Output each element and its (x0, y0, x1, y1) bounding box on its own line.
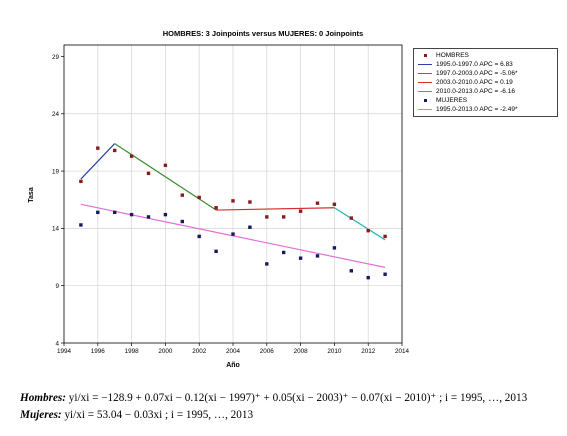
data-points (79, 146, 387, 280)
x-tick-label: 1996 (91, 348, 106, 355)
legend-label: 2003.0-2010.0 APC = 0.19 (436, 79, 513, 86)
x-tick-label: 2010 (327, 348, 342, 355)
mujeres-point (265, 262, 269, 266)
hombres-point (349, 216, 353, 220)
x-tick-label: 2000 (158, 348, 173, 355)
hombres-point (248, 200, 252, 204)
hombres-point (383, 234, 387, 239)
hombres-point (79, 179, 83, 184)
hombres-point (366, 228, 370, 233)
fit-segment-line (80, 143, 116, 180)
legend-line-swatch (418, 73, 432, 74)
mujeres-point (197, 234, 201, 239)
legend-marker-swatch (418, 54, 432, 57)
legend-marker-swatch (418, 99, 432, 102)
hombres-point (163, 163, 168, 168)
mujeres-point (383, 272, 387, 276)
mujeres-point (113, 210, 117, 215)
legend-line-swatch (418, 64, 432, 65)
mujeres-point (282, 250, 286, 255)
equation-mujeres-label: Mujeres: (20, 409, 62, 421)
legend-entry: 1995.0-1997.0 APC = 6.83 (418, 60, 553, 69)
mujeres-point (248, 225, 252, 229)
fit-segment-line (334, 207, 386, 241)
grid (64, 45, 402, 343)
x-tick-label: 1994 (57, 348, 72, 355)
mujeres-point (180, 219, 184, 224)
equation-hombres-label: Hombres: (20, 392, 66, 404)
chart-title: HOMBRES: 3 Joinpoints versus MUJERES: 0 … (163, 29, 363, 38)
y-tick-label: 24 (52, 111, 60, 118)
hombres-point (282, 215, 286, 219)
mujeres-point (163, 212, 168, 217)
equation-mujeres-formula: yi/xi = 53.04 − 0.03xi ; i = 1995, …, 20… (64, 409, 254, 421)
x-tick-label: 2012 (361, 348, 376, 355)
hombres-point (96, 146, 100, 150)
y-tick-label: 4 (55, 340, 59, 347)
legend-entry: HOMBRES (418, 51, 553, 60)
legend-label: 1997.0-2003.0 APC = -5.06* (436, 70, 518, 77)
x-tick-label: 2004 (226, 348, 241, 355)
x-axis-ticks: 1994 1996 1998 2000 2002 2004 2006 2008 2010 2012… (57, 343, 410, 355)
legend-entry: MUJERES (418, 96, 553, 105)
legend: HOMBRES 1995.0-1997.0 APC = 6.83 1997.0-20… (413, 48, 558, 117)
legend-label: 2010.0-2013.0 APC = -6.16 (436, 88, 515, 95)
mujeres-point (79, 223, 83, 227)
hombres-point (315, 201, 320, 205)
legend-label: HOMBRES (436, 52, 469, 59)
y-tick-label: 19 (52, 168, 60, 175)
hombres-point (332, 202, 337, 207)
x-tick-label: 2008 (294, 348, 309, 355)
equation-hombres-formula: yi/xi = −128.9 + 0.07xi − 0.12(xi − 1997… (68, 392, 528, 404)
y-axis-ticks: 4 9 14 19 24 29 (52, 54, 64, 347)
legend-entry: 1995.0-2013.0 APC = -2.49* (418, 105, 553, 114)
hombres-point (265, 215, 269, 219)
mujeres-point (366, 275, 370, 280)
legend-line-swatch (418, 91, 432, 92)
hombres-point (214, 206, 218, 210)
x-tick-label: 2014 (395, 348, 410, 355)
hombres-point (231, 199, 235, 203)
mujeres-point (332, 246, 337, 250)
legend-label: MUJERES (436, 97, 468, 104)
x-tick-label: 2006 (260, 348, 275, 355)
legend-entry: 2003.0-2010.0 APC = 0.19 (418, 78, 553, 87)
hombres-point (146, 171, 151, 176)
mujeres-point (315, 254, 320, 258)
mujeres-point (129, 212, 134, 217)
legend-label: 1995.0-1997.0 APC = 6.83 (436, 61, 513, 68)
mujeres-point (231, 232, 235, 236)
mujeres-point (214, 249, 218, 254)
y-tick-label: 29 (52, 54, 60, 61)
legend-entry: 1997.0-2003.0 APC = -5.06* (418, 69, 553, 78)
mujeres-point (349, 269, 353, 273)
legend-entry: 2010.0-2013.0 APC = -6.16 (418, 87, 553, 96)
hombres-point (113, 148, 117, 153)
x-tick-label: 2002 (192, 348, 207, 355)
y-tick-label: 9 (55, 283, 59, 290)
mujeres-point (298, 256, 303, 260)
y-tick-label: 14 (52, 226, 60, 233)
legend-label: 1995.0-2013.0 APC = -2.49* (436, 106, 518, 113)
equation-mujeres: Mujeres: yi/xi = 53.04 − 0.03xi ; i = 19… (20, 409, 253, 421)
legend-line-swatch (418, 109, 432, 110)
x-tick-label: 1998 (125, 348, 140, 355)
y-axis-label: Tasa (28, 187, 35, 203)
mujeres-point (96, 210, 100, 215)
mujeres-point (146, 215, 151, 219)
hombres-point (298, 209, 303, 213)
x-axis-label: Año (226, 362, 240, 369)
legend-line-swatch (418, 82, 432, 83)
fit-segment-line (216, 207, 335, 211)
hombres-point (180, 193, 184, 197)
hombres-point (129, 154, 134, 158)
equation-hombres: Hombres: yi/xi = −128.9 + 0.07xi − 0.12(… (20, 391, 527, 404)
hombres-point (197, 195, 201, 200)
